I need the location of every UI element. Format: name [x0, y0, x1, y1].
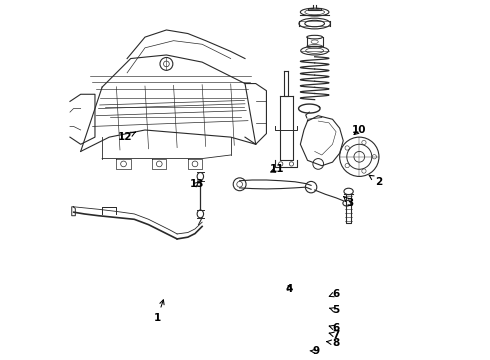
Text: 6: 6 — [329, 323, 340, 333]
Text: 9: 9 — [310, 346, 320, 356]
Text: 8: 8 — [327, 338, 340, 348]
Text: 4: 4 — [286, 284, 294, 294]
Text: 1: 1 — [154, 300, 164, 323]
Text: 11: 11 — [270, 164, 284, 174]
Text: 5: 5 — [330, 305, 340, 315]
Text: 10: 10 — [352, 125, 367, 135]
Text: 3: 3 — [344, 197, 354, 208]
Text: 2: 2 — [369, 175, 383, 187]
Text: 13: 13 — [190, 179, 204, 189]
Text: 12: 12 — [118, 132, 135, 142]
Text: 6: 6 — [329, 289, 340, 298]
Text: 7: 7 — [329, 330, 340, 340]
